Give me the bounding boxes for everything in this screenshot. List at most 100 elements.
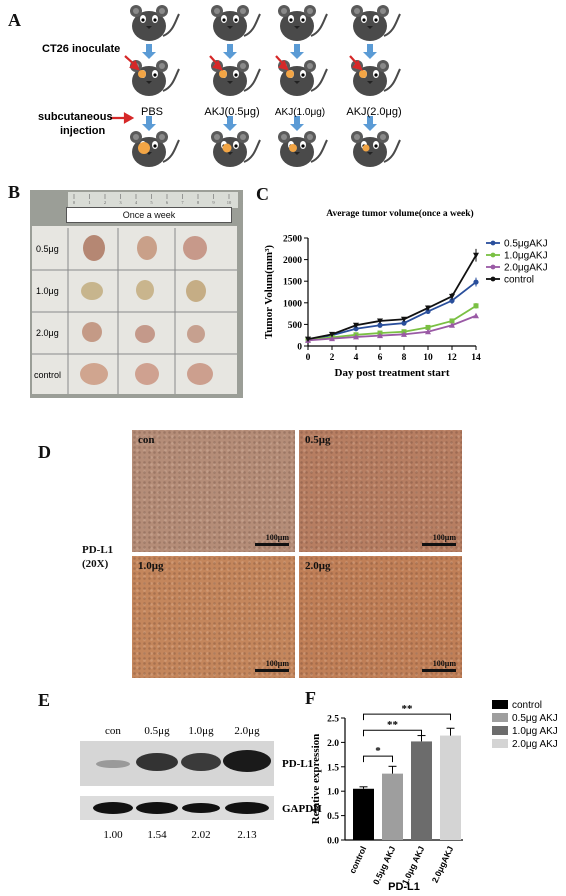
x-tick-label: 12: [447, 353, 457, 363]
scale-bar: [422, 543, 456, 546]
category-label: control: [347, 845, 368, 875]
lane-label: 1.0μg: [188, 725, 214, 737]
x-tick-label: 0: [306, 353, 311, 363]
x-tick-label: 10: [423, 353, 433, 363]
y-axis-label: Relative expression: [310, 734, 322, 825]
group-label-2-0: AKJ(2.0μg): [346, 106, 401, 118]
row-label-0-5: 0.5μg: [36, 244, 59, 254]
data-point: [473, 279, 479, 285]
data-point: [449, 318, 455, 324]
y-tick-label: 1.0: [327, 788, 339, 798]
group-label-pbs: PBS: [141, 106, 163, 118]
data-point: [377, 332, 383, 339]
row-label-2-0: 2.0μg: [36, 328, 59, 338]
data-point: [377, 318, 383, 324]
legend-label: control: [512, 700, 542, 711]
gapdh-bands: [93, 802, 269, 814]
scale-bar-label: 100μm: [432, 533, 456, 542]
inoculate-label: CT26 inoculate: [42, 43, 120, 55]
tumor-icon: [138, 70, 146, 78]
legend-label: 1.0μg AKJ: [512, 726, 558, 737]
series-line: [307, 314, 477, 342]
bar: [411, 741, 432, 840]
data-point: [473, 312, 479, 319]
lane-label: con: [105, 725, 121, 737]
row-label-control: control: [34, 370, 61, 380]
stain-name: PD-L1: [82, 544, 114, 556]
data-point: [449, 293, 455, 300]
band-label-pd-l1: PD-L1: [282, 758, 313, 770]
panel-c-label: C: [256, 184, 269, 204]
significance-label: **: [402, 703, 414, 715]
y-tick-label: 2.5: [327, 715, 339, 725]
stain-magnification: (20X): [82, 558, 109, 570]
ruler-tick-label: 2: [104, 200, 106, 205]
y-tick-label: 0.0: [327, 837, 339, 847]
series-line: [307, 305, 477, 341]
y-tick-label: 1.5: [327, 763, 339, 773]
legend-swatch: [492, 713, 508, 722]
ihc-panel-label: con: [138, 434, 155, 446]
y-tick-label: 1000: [283, 299, 302, 309]
significance-label: *: [375, 745, 381, 757]
legend-label: 0.5μgAKJ: [504, 239, 548, 250]
significance-bracket: [363, 729, 422, 737]
y-tick-label: 1500: [283, 278, 302, 288]
panel-b-label: B: [8, 182, 21, 202]
lane-label: 0.5μg: [144, 725, 170, 737]
ruler-tick-label: 10: [227, 200, 232, 205]
ihc-panel-label: 0.5μg: [305, 434, 331, 446]
row-label-1-0: 1.0μg: [36, 286, 59, 296]
data-point: [473, 252, 479, 259]
category-label: 2.0μgAKJ: [430, 844, 456, 884]
x-axis-label: PD-L1: [388, 881, 420, 893]
quant-label: 2.02: [191, 829, 210, 840]
quant-label: 1.00: [103, 829, 123, 840]
panel-d-label: D: [38, 442, 51, 462]
data-point: [401, 320, 407, 326]
ihc-grid: con 100μm 0.5μg 100μm 1.0μg 100μm 2.0μg 100μm: [132, 430, 462, 680]
scale-bar: [255, 669, 289, 672]
data-point: [401, 316, 407, 323]
y-tick-label: 2000: [283, 256, 302, 266]
mouse-column-3: [277, 4, 328, 168]
y-tick-label: 500: [288, 321, 303, 331]
data-point: [425, 308, 431, 315]
legend-swatch: [492, 700, 508, 709]
legend-label: 0.5μg AKJ: [512, 713, 558, 724]
series-line: [307, 254, 477, 340]
ihc-texture: [132, 430, 295, 552]
scale-bar-label: 100μm: [432, 659, 456, 668]
data-point: [449, 298, 455, 304]
bar: [440, 735, 461, 840]
legend-label: 1.0μgAKJ: [504, 251, 548, 262]
data-point: [401, 331, 407, 337]
injection-label-1: subcutaneous: [38, 111, 113, 123]
ruler-tick-label: 9: [212, 200, 215, 205]
significance-bracket: [363, 755, 393, 763]
data-point: [353, 333, 359, 340]
red-arrow-icons: [110, 55, 363, 124]
x-tick-label: 14: [471, 353, 481, 363]
data-point: [353, 322, 359, 329]
ihc-image: 1.0μg 100μm: [132, 556, 295, 678]
y-tick-label: 2.0: [327, 739, 339, 749]
significance-label: **: [387, 719, 399, 731]
relative-expression-chart: 0.0 0.5 1.0 1.5 2.0 2.5 Relative expression con…: [310, 700, 558, 893]
legend-label: 2.0μg AKJ: [512, 739, 558, 750]
ruler-tick-label: 11: [242, 200, 243, 205]
ruler-tick-label: 3: [119, 200, 122, 205]
mouse-column-4: [350, 4, 401, 168]
category-label: 1.0μg AKJ: [400, 844, 427, 886]
ihc-panel-label: 1.0μg: [138, 560, 164, 572]
legend-label: control: [504, 275, 534, 286]
group-label-0-5: AKJ(0.5μg): [204, 106, 259, 118]
tumor-grid-overlay: 0 1 2 3 4 5 6 7 8 9 10 11 0.5μg 1.0μg 2.0μg control: [32, 194, 243, 394]
ihc-panel-label: 2.0μg: [305, 560, 331, 572]
legend-swatch: [492, 739, 508, 748]
ihc-texture: [299, 556, 462, 678]
ruler-tick-label: 5: [150, 200, 153, 205]
chart-c-title: Average tumor volume(once a week): [326, 208, 473, 219]
data-point: [329, 335, 335, 342]
ruler: [68, 192, 238, 208]
